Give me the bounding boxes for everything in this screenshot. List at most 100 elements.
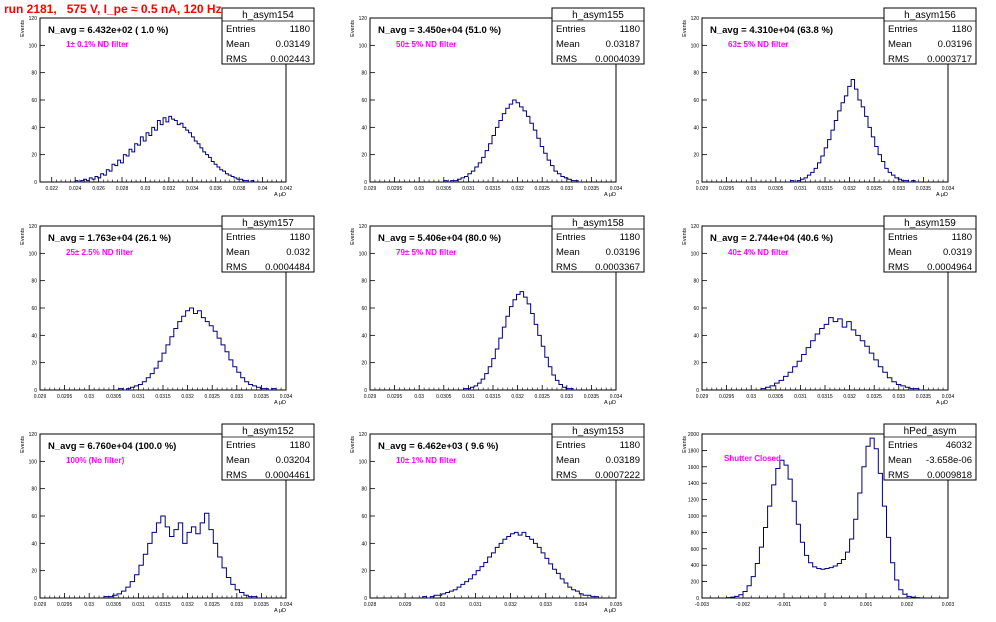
x-tick-label: 0.0305 [436, 186, 452, 192]
y-tick-label: 100 [359, 43, 368, 49]
x-tick-label: -0.001 [777, 602, 791, 608]
y-tick-label: 2000 [688, 432, 699, 438]
y-tick-label: 120 [691, 224, 700, 230]
x-tick-label: 0.029 [696, 186, 709, 192]
y-axis-label: Events [350, 228, 356, 245]
x-tick-label: 0.0335 [916, 186, 932, 192]
stats-value: 0.0004964 [927, 262, 972, 273]
histogram-panel: 0 20 40 60 80 100 120 0.029 0.0295 0.03 0.0305 0.03… [682, 215, 977, 406]
y-tick-label: 20 [31, 153, 37, 159]
x-tick-label: 0.032 [181, 602, 194, 608]
filter-annotation: 25± 2.5% ND filter [66, 248, 133, 257]
stats-box: h_asym154 Entries 1180 Mean 0.03149 RMS 0.0024… [221, 7, 315, 65]
histogram-panel: 0 200 400 600 800 1000 1200 1400 1600 1800 2000 -0.… [682, 423, 977, 608]
x-tick-label: 0.03 [141, 186, 151, 192]
stats-label: RMS [226, 262, 247, 273]
stats-box: hPed_asym Entries 46032 Mean -3.658e-06 RMS 0.… [883, 423, 977, 481]
y-tick-label: 40 [693, 333, 699, 339]
stats-value: 0.03187 [606, 39, 640, 50]
x-tick-label: 0.001 [860, 602, 873, 608]
stats-frame [883, 423, 977, 481]
stats-label: RMS [888, 262, 909, 273]
x-tick-label: 0.0335 [584, 186, 600, 192]
filter-annotation: 40± 4% ND filter [728, 248, 788, 257]
x-tick-label: 0 [824, 602, 827, 608]
y-tick-label: 80 [31, 71, 37, 77]
x-tick-label: 0.034 [575, 602, 588, 608]
x-tick-label: 0.0315 [155, 394, 171, 400]
stats-label: Mean [226, 39, 250, 50]
y-tick-label: 60 [693, 306, 699, 312]
stats-frame [883, 7, 977, 65]
navg-label: N_avg = 6.432e+02 ( 1.0 %) [48, 25, 168, 36]
y-tick-label: 60 [361, 306, 367, 312]
stats-label: RMS [226, 54, 247, 65]
x-axis-label: A μD [604, 400, 616, 406]
x-tick-label: 0.034 [280, 394, 293, 400]
x-tick-label: 0.029 [364, 186, 377, 192]
stats-value: 1180 [952, 24, 972, 35]
y-tick-label: 1800 [688, 448, 699, 454]
x-tick-label: 0.034 [610, 186, 623, 192]
histogram-name: hPed_asym [904, 426, 957, 437]
y-tick-label: 0 [364, 180, 367, 186]
x-tick-label: -0.003 [695, 602, 709, 608]
y-tick-label: 20 [31, 361, 37, 367]
y-axis-label: Events [682, 436, 688, 453]
y-tick-label: 0 [696, 388, 699, 394]
x-tick-label: 0.0325 [205, 602, 221, 608]
x-tick-label: 0.029 [696, 394, 709, 400]
x-tick-label: 0.033 [539, 602, 552, 608]
stats-value: 0.0003717 [927, 54, 972, 65]
x-tick-label: 0.0325 [867, 186, 883, 192]
y-tick-label: 0 [34, 596, 37, 602]
x-tick-label: 0.03 [414, 394, 424, 400]
stats-value: 0.0319 [943, 247, 972, 258]
x-tick-label: 0.032 [511, 394, 524, 400]
y-tick-label: 60 [31, 306, 37, 312]
x-tick-label: 0.0295 [57, 602, 73, 608]
histogram-panel: 0 20 40 60 80 100 120 0.029 0.0295 0.03 0.0305 0.03… [350, 7, 645, 198]
y-tick-label: 20 [361, 569, 367, 575]
y-tick-label: 80 [361, 71, 367, 77]
stats-label: Entries [888, 232, 918, 243]
y-tick-label: 0 [364, 388, 367, 394]
navg-label: N_avg = 5.406e+04 (80.0 %) [378, 233, 501, 244]
stats-label: Entries [556, 24, 586, 35]
stats-value: 0.002443 [270, 54, 310, 65]
x-tick-label: 0.03 [414, 186, 424, 192]
y-tick-label: 40 [361, 541, 367, 547]
stats-box: h_asym157 Entries 1180 Mean 0.032 RMS 0.000448… [221, 215, 315, 273]
histogram-line [443, 99, 582, 183]
x-tick-label: -0.002 [736, 602, 750, 608]
histogram-line [760, 317, 924, 391]
stats-box: h_asym159 Entries 1180 Mean 0.0319 RMS 0.00049… [883, 215, 977, 273]
page-title: run 2181, 575 V, I_pe ≈ 0.5 nA, 120 Hz [4, 2, 222, 16]
stats-box: h_asym158 Entries 1180 Mean 0.03196 RMS 0.0003… [551, 215, 645, 273]
x-tick-label: 0.033 [893, 186, 906, 192]
histogram-name: h_asym157 [242, 218, 294, 229]
x-tick-label: 0.032 [511, 186, 524, 192]
stats-frame [551, 423, 645, 481]
stats-value: 46032 [946, 440, 972, 451]
histogram-panel: 0 20 40 60 80 100 120 0.029 0.0295 0.03 0.0305 0.03… [20, 423, 315, 614]
navg-label: N_avg = 6.462e+03 ( 9.6 %) [378, 441, 498, 452]
histogram-name: h_asym158 [572, 218, 624, 229]
stats-label: RMS [556, 470, 577, 481]
stats-box: h_asym155 Entries 1180 Mean 0.03187 RMS 0.0004… [551, 7, 645, 65]
y-tick-label: 800 [691, 530, 700, 536]
x-tick-label: 0.0305 [106, 602, 122, 608]
stats-label: RMS [888, 470, 909, 481]
stats-label: Mean [556, 39, 580, 50]
y-tick-label: 0 [696, 180, 699, 186]
stats-label: Mean [888, 455, 912, 466]
stats-label: Entries [888, 440, 918, 451]
y-tick-label: 40 [361, 333, 367, 339]
x-tick-label: 0.033 [231, 394, 244, 400]
stats-label: Mean [888, 39, 912, 50]
x-tick-label: 0.0315 [817, 186, 833, 192]
x-tick-label: 0.034 [280, 602, 293, 608]
x-tick-label: 0.035 [610, 602, 623, 608]
x-tick-label: 0.042 [280, 186, 293, 192]
